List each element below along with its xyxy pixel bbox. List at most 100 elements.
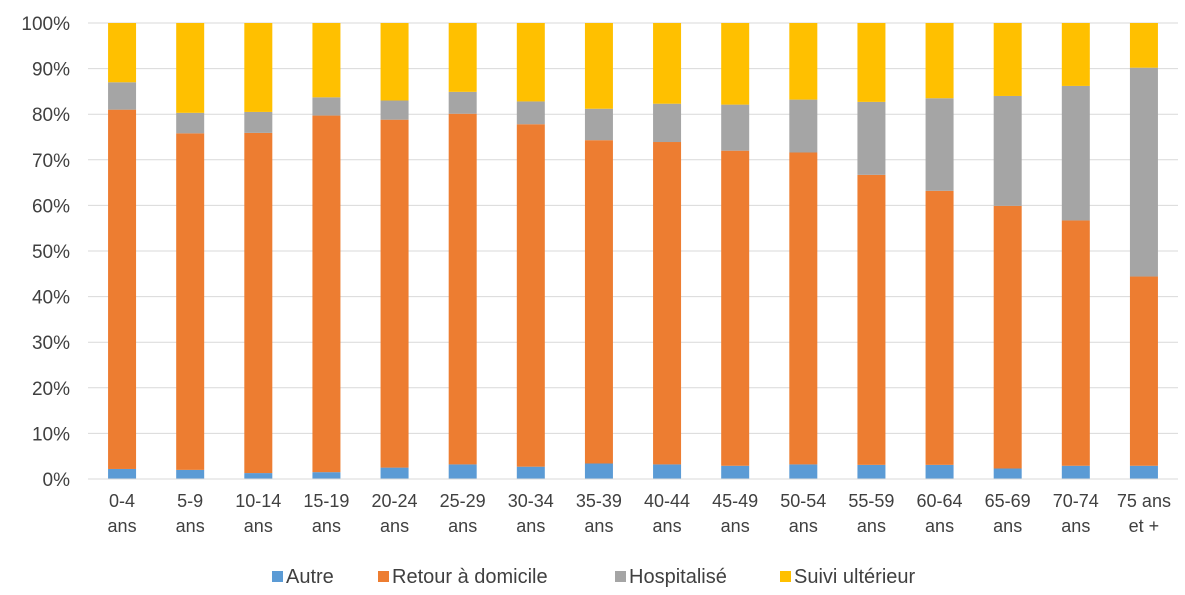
x-tick-label: ans xyxy=(789,516,818,536)
bar-segment-retour-domicile xyxy=(312,115,341,473)
x-tick-label: ans xyxy=(516,516,545,536)
legend-label: Retour à domicile xyxy=(392,566,548,588)
bar-segment-suivi-ult-rieur xyxy=(857,23,886,102)
y-tick-label: 100% xyxy=(21,14,70,35)
bar-segment-hospitalis- xyxy=(108,82,137,110)
x-tick-label: ans xyxy=(857,516,886,536)
bar-segment-suivi-ult-rieur xyxy=(1129,23,1158,68)
x-tick-label: ans xyxy=(1061,516,1090,536)
bar-segment-retour-domicile xyxy=(244,132,273,474)
y-tick-label: 30% xyxy=(32,333,70,354)
legend: Autre Retour à domicile Hospitalisé Suivi u… xyxy=(272,566,916,588)
bar-segment-autre xyxy=(448,464,477,479)
x-tick-label: 5-9 xyxy=(177,491,203,511)
x-tick-label: 50-54 xyxy=(780,491,826,511)
bar-segment-hospitalis- xyxy=(925,98,954,191)
bar-segment-suivi-ult-rieur xyxy=(380,23,409,101)
x-tick-label: 45-49 xyxy=(712,491,758,511)
bar-segment-retour-domicile xyxy=(721,150,750,466)
bar-segment-hospitalis- xyxy=(721,104,750,151)
bar-segment-suivi-ult-rieur xyxy=(789,23,818,100)
bar-segment-suivi-ult-rieur xyxy=(108,23,137,83)
x-tick-label: ans xyxy=(993,516,1022,536)
bar-segment-hospitalis- xyxy=(584,108,613,141)
y-tick-label: 60% xyxy=(32,196,70,217)
bar-segment-suivi-ult-rieur xyxy=(993,23,1022,96)
bar-segment-suivi-ult-rieur xyxy=(584,23,613,109)
x-tick-label: 65-69 xyxy=(985,491,1031,511)
bar-segment-autre xyxy=(721,465,750,479)
bar-segment-autre xyxy=(108,468,137,479)
legend-label: Hospitalisé xyxy=(629,566,727,588)
y-tick-label: 10% xyxy=(32,424,70,445)
bar-segment-autre xyxy=(789,464,818,479)
x-tick-label: 15-19 xyxy=(303,491,349,511)
bar-segment-autre xyxy=(584,463,613,479)
x-tick-label: ans xyxy=(653,516,682,536)
bar-segment-retour-domicile xyxy=(1061,220,1090,466)
bar-segment-retour-domicile xyxy=(176,133,205,470)
bar-segment-hospitalis- xyxy=(1061,85,1090,221)
x-tick-label: 35-39 xyxy=(576,491,622,511)
bar-segment-hospitalis- xyxy=(244,111,273,133)
bar-segment-retour-domicile xyxy=(653,142,682,465)
bar-segment-hospitalis- xyxy=(516,101,545,125)
legend-swatch xyxy=(272,571,283,582)
x-tick-label: 30-34 xyxy=(508,491,554,511)
x-tick-label: ans xyxy=(108,516,137,536)
bar-segment-retour-domicile xyxy=(380,119,409,468)
bar-segment-autre xyxy=(653,464,682,479)
x-tick-label: 55-59 xyxy=(848,491,894,511)
bar-segment-retour-domicile xyxy=(108,109,137,469)
x-tick-label: 60-64 xyxy=(917,491,963,511)
x-tick-label: 70-74 xyxy=(1053,491,1099,511)
bar-segment-retour-domicile xyxy=(925,190,954,465)
bar-segment-autre xyxy=(857,464,886,479)
x-tick-label: 10-14 xyxy=(235,491,281,511)
bar-segment-autre xyxy=(176,469,205,479)
bar-segment-autre xyxy=(516,466,545,479)
bar-segment-autre xyxy=(925,464,954,479)
x-tick-label: 40-44 xyxy=(644,491,690,511)
y-tick-label: 40% xyxy=(32,288,70,309)
bar-segment-hospitalis- xyxy=(448,91,477,114)
bar-segment-suivi-ult-rieur xyxy=(448,23,477,92)
bar-segment-hospitalis- xyxy=(380,100,409,120)
bar-segment-suivi-ult-rieur xyxy=(516,23,545,102)
y-tick-label: 70% xyxy=(32,151,70,172)
bar-segment-suivi-ult-rieur xyxy=(312,23,341,98)
bar-segment-suivi-ult-rieur xyxy=(925,23,954,99)
x-tick-label: ans xyxy=(925,516,954,536)
bar-segment-suivi-ult-rieur xyxy=(653,23,682,104)
bar-segment-suivi-ult-rieur xyxy=(176,23,205,113)
bar-segment-retour-domicile xyxy=(993,205,1022,469)
bar-segment-retour-domicile xyxy=(584,140,613,464)
x-tick-label: ans xyxy=(380,516,409,536)
bar-segment-retour-domicile xyxy=(448,113,477,465)
bar-segment-retour-domicile xyxy=(789,152,818,465)
y-tick-label: 80% xyxy=(32,105,70,126)
bar-segment-retour-domicile xyxy=(1129,276,1158,466)
bar-segment-autre xyxy=(380,467,409,479)
bar-segment-hospitalis- xyxy=(993,95,1022,206)
bar-segment-hospitalis- xyxy=(312,97,341,116)
bar-segment-retour-domicile xyxy=(516,124,545,467)
bar-segment-autre xyxy=(993,468,1022,479)
legend-label: Suivi ultérieur xyxy=(794,566,916,588)
x-tick-label: ans xyxy=(312,516,341,536)
x-tick-label: ans xyxy=(176,516,205,536)
legend-label: Autre xyxy=(286,566,334,588)
x-tick-label: 20-24 xyxy=(372,491,418,511)
y-tick-label: 90% xyxy=(32,60,70,81)
x-tick-label: ans xyxy=(448,516,477,536)
x-tick-label: 75 ans xyxy=(1117,491,1171,511)
legend-swatch xyxy=(378,571,389,582)
bar-segment-suivi-ult-rieur xyxy=(721,23,750,105)
legend-swatch xyxy=(615,571,626,582)
x-tick-label: ans xyxy=(584,516,613,536)
x-tick-label: et + xyxy=(1129,516,1160,536)
y-tick-label: 0% xyxy=(43,470,71,491)
bars xyxy=(108,23,1158,479)
bar-segment-hospitalis- xyxy=(653,103,682,143)
